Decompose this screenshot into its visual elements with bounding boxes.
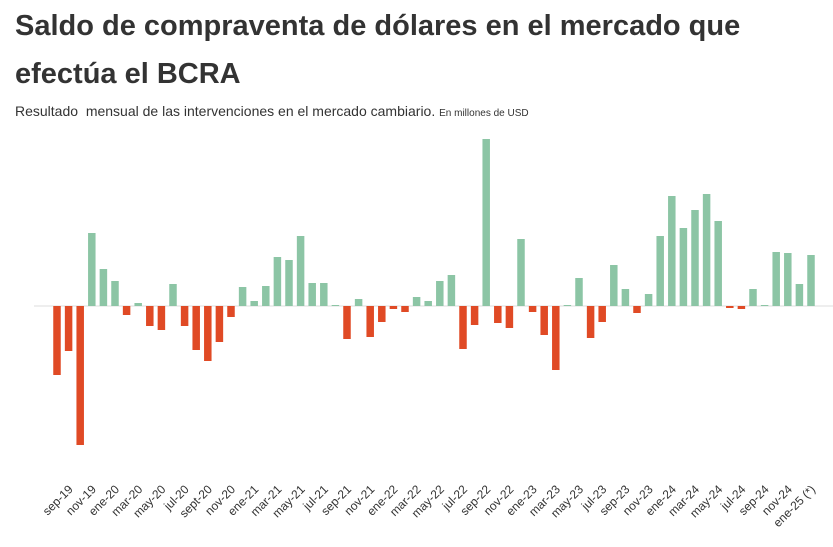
bar <box>53 306 61 375</box>
bar <box>575 278 583 306</box>
bar <box>691 210 699 306</box>
bar <box>668 196 676 306</box>
bar <box>633 306 641 313</box>
bar <box>146 306 154 326</box>
bar <box>528 306 537 312</box>
bar <box>482 139 490 306</box>
bar <box>204 306 212 361</box>
bar <box>784 253 792 306</box>
bar <box>215 306 224 342</box>
subtitle-block: Resultado mensual de las intervenciones … <box>15 103 529 119</box>
bar <box>354 299 363 306</box>
unit-note: En millones de USD <box>439 108 529 119</box>
bar <box>180 306 189 326</box>
bar <box>157 306 166 330</box>
bar <box>552 306 560 370</box>
bar <box>331 305 340 306</box>
bar <box>760 305 769 306</box>
bar <box>702 194 711 306</box>
subtitle: Resultado mensual de las intervenciones … <box>15 103 436 119</box>
bar <box>714 221 722 306</box>
bar <box>64 306 73 351</box>
bar <box>598 306 606 322</box>
bar <box>412 297 421 306</box>
bar <box>424 301 432 306</box>
bar <box>749 289 757 306</box>
bar <box>88 233 96 306</box>
bar <box>262 286 270 306</box>
bar <box>122 306 131 315</box>
bar <box>192 306 200 350</box>
bar <box>99 269 108 306</box>
bar <box>296 236 305 306</box>
bar <box>366 306 374 337</box>
bar <box>378 306 386 322</box>
bar <box>320 283 328 306</box>
bar <box>494 306 502 323</box>
bar <box>343 306 351 339</box>
bar <box>76 306 84 445</box>
bar <box>389 306 398 309</box>
bar <box>436 281 444 306</box>
bar <box>563 305 572 306</box>
bar <box>540 306 548 335</box>
bar <box>726 306 734 308</box>
bar <box>227 306 235 317</box>
bar <box>621 289 630 306</box>
bar <box>250 301 258 306</box>
chart-title: Saldo de compraventa de dólares en el me… <box>15 10 741 90</box>
bar <box>737 306 746 309</box>
bar <box>308 283 316 306</box>
bar <box>795 284 804 306</box>
bar <box>807 255 815 306</box>
bar <box>169 284 177 306</box>
bar <box>134 303 142 306</box>
bar <box>238 287 247 306</box>
bar <box>111 281 119 306</box>
bar <box>470 306 479 325</box>
bar <box>586 306 595 338</box>
bar <box>679 228 688 306</box>
bar <box>505 306 514 328</box>
bar <box>517 239 525 306</box>
bar <box>447 275 456 306</box>
bar <box>656 236 664 306</box>
bar <box>772 252 780 306</box>
bar <box>610 265 618 306</box>
bar <box>401 306 409 312</box>
bar <box>273 257 282 306</box>
bar <box>285 260 293 306</box>
bar <box>644 294 653 306</box>
bar <box>459 306 467 349</box>
